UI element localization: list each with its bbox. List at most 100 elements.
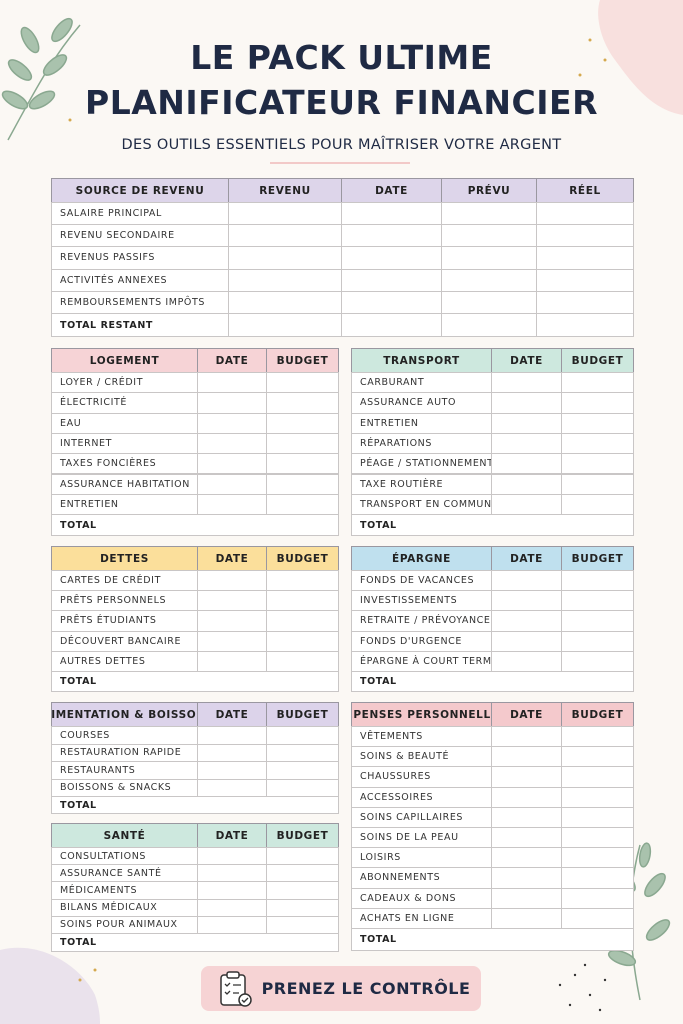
empty-cell bbox=[266, 761, 339, 780]
empty-cell bbox=[228, 202, 342, 226]
empty-cell bbox=[266, 570, 339, 592]
row-label: RÉPARATIONS bbox=[351, 432, 492, 455]
row-label: ENTRETIEN bbox=[351, 412, 492, 434]
header-cell: DATE bbox=[197, 702, 267, 727]
row-label: VÊTEMENTS bbox=[351, 726, 492, 748]
header-cell: REVENU bbox=[228, 178, 342, 203]
empty-cell bbox=[536, 290, 634, 314]
empty-cell bbox=[536, 246, 634, 270]
header-cell: DATE bbox=[491, 348, 562, 373]
empty-cell bbox=[536, 268, 634, 292]
total-label: TOTAL bbox=[351, 671, 634, 692]
empty-cell bbox=[491, 786, 562, 808]
empty-cell bbox=[266, 915, 339, 934]
row-label: TAXES FONCIÈRES bbox=[51, 453, 198, 475]
empty-cell bbox=[491, 570, 562, 592]
row-label: LOISIRS bbox=[351, 847, 492, 869]
empty-cell bbox=[197, 778, 267, 797]
row-label: SOINS & BEAUTÉ bbox=[351, 746, 492, 768]
empty-cell bbox=[561, 630, 634, 652]
empty-cell bbox=[561, 726, 634, 748]
empty-cell bbox=[197, 392, 267, 414]
empty-cell bbox=[491, 746, 562, 768]
row-label: SOINS DE LA PEAU bbox=[351, 827, 492, 849]
empty-cell bbox=[561, 610, 634, 632]
row-label: BILANS MÉDICAUX bbox=[51, 898, 198, 917]
empty-cell bbox=[561, 493, 634, 516]
row-label: REMBOURSEMENTS IMPÔTS bbox=[51, 290, 229, 314]
row-label: TRANSPORT EN COMMUN bbox=[351, 493, 492, 516]
row-label: CONSULTATIONS bbox=[51, 847, 198, 866]
empty-cell bbox=[536, 313, 634, 337]
empty-cell bbox=[228, 313, 342, 337]
empty-cell bbox=[266, 881, 339, 900]
row-label: CADEAUX & DONS bbox=[351, 887, 492, 909]
empty-cell bbox=[341, 290, 442, 314]
empty-cell bbox=[341, 268, 442, 292]
row-label: SOINS CAPILLAIRES bbox=[351, 806, 492, 828]
row-label: ASSURANCE AUTO bbox=[351, 392, 492, 414]
row-label: EAU bbox=[51, 412, 198, 434]
empty-cell bbox=[197, 630, 267, 652]
empty-cell bbox=[266, 493, 339, 516]
title-line: PLANIFICATEUR FINANCIER bbox=[85, 83, 598, 122]
empty-cell bbox=[561, 766, 634, 788]
empty-cell bbox=[266, 432, 339, 455]
empty-cell bbox=[266, 453, 339, 475]
empty-cell bbox=[197, 915, 267, 934]
empty-cell bbox=[561, 372, 634, 394]
header-cell: BUDGET bbox=[266, 823, 339, 848]
empty-cell bbox=[266, 898, 339, 917]
header-cell: LOGEMENT bbox=[51, 348, 198, 373]
cta-label: PRENEZ LE CONTRÔLE bbox=[261, 979, 471, 998]
header-cell: BUDGET bbox=[561, 348, 634, 373]
empty-cell bbox=[197, 493, 267, 516]
row-label: ENTRETIEN bbox=[51, 493, 198, 516]
empty-cell bbox=[197, 570, 267, 592]
empty-cell bbox=[561, 847, 634, 869]
header-cell: BUDGET bbox=[561, 546, 634, 571]
total-label: TOTAL bbox=[51, 933, 339, 952]
empty-cell bbox=[491, 372, 562, 394]
empty-cell bbox=[266, 630, 339, 652]
empty-cell bbox=[441, 268, 537, 292]
empty-cell bbox=[491, 650, 562, 672]
empty-cell bbox=[491, 610, 562, 632]
row-label: BOISSONS & SNACKS bbox=[51, 778, 198, 797]
row-label: MÉDICAMENTS bbox=[51, 881, 198, 900]
empty-cell bbox=[561, 806, 634, 828]
row-label: RETRAITE / PRÉVOYANCE bbox=[351, 610, 492, 632]
empty-cell bbox=[491, 630, 562, 652]
empty-cell bbox=[561, 570, 634, 592]
empty-cell bbox=[266, 610, 339, 632]
row-label: RESTAURATION RAPIDE bbox=[51, 743, 198, 762]
row-label: ÉPARGNE À COURT TERME bbox=[351, 650, 492, 672]
empty-cell bbox=[441, 224, 537, 248]
empty-cell bbox=[197, 847, 267, 866]
empty-cell bbox=[536, 224, 634, 248]
row-label: ACCESSOIRES bbox=[351, 786, 492, 808]
total-label: TOTAL bbox=[51, 514, 339, 537]
empty-cell bbox=[491, 412, 562, 434]
empty-cell bbox=[228, 290, 342, 314]
empty-cell bbox=[197, 453, 267, 475]
cta-button[interactable]: PRENEZ LE CONTRÔLE bbox=[201, 966, 481, 1011]
row-label: ASSURANCE SANTÉ bbox=[51, 864, 198, 883]
title-line: LE PACK ULTIME bbox=[190, 38, 493, 77]
empty-cell bbox=[197, 761, 267, 780]
empty-cell bbox=[197, 881, 267, 900]
empty-cell bbox=[341, 224, 442, 248]
empty-cell bbox=[441, 202, 537, 226]
row-label: CARBURANT bbox=[351, 372, 492, 394]
empty-cell bbox=[341, 313, 442, 337]
empty-cell bbox=[561, 473, 634, 495]
empty-cell bbox=[491, 453, 562, 475]
empty-cell bbox=[266, 847, 339, 866]
empty-cell bbox=[441, 290, 537, 314]
empty-cell bbox=[228, 224, 342, 248]
empty-cell bbox=[561, 887, 634, 909]
header-cell: RÉEL bbox=[536, 178, 634, 203]
header-cell: DETTES bbox=[51, 546, 198, 571]
